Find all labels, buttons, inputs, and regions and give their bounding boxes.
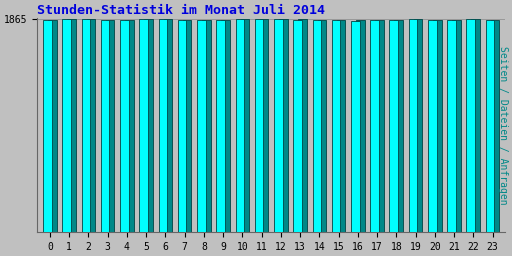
Bar: [183, 20, 191, 232]
Bar: [337, 20, 346, 232]
Bar: [472, 19, 480, 232]
Bar: [452, 20, 461, 232]
Bar: [48, 20, 57, 232]
Bar: [81, 19, 90, 232]
Bar: [414, 19, 422, 232]
Bar: [486, 20, 495, 232]
Bar: [202, 20, 211, 232]
Bar: [260, 19, 268, 232]
Bar: [106, 20, 115, 232]
Bar: [159, 19, 167, 232]
Bar: [216, 20, 225, 232]
Text: Stunden-Statistik im Monat Juli 2014: Stunden-Statistik im Monat Juli 2014: [37, 4, 326, 17]
Bar: [144, 19, 153, 232]
Bar: [375, 20, 384, 232]
Y-axis label: Seiten / Dateien / Anfragen: Seiten / Dateien / Anfragen: [498, 46, 508, 205]
Bar: [312, 20, 321, 232]
Bar: [466, 19, 475, 232]
Bar: [428, 20, 437, 232]
Bar: [139, 19, 148, 232]
Bar: [43, 20, 52, 232]
Bar: [274, 19, 283, 232]
Bar: [67, 19, 76, 232]
Bar: [62, 19, 71, 232]
Bar: [356, 20, 365, 232]
Bar: [433, 20, 442, 232]
Bar: [279, 19, 288, 232]
Bar: [351, 20, 359, 232]
Bar: [87, 19, 95, 232]
Bar: [490, 20, 499, 232]
Bar: [317, 20, 326, 232]
Bar: [390, 20, 398, 232]
Bar: [178, 20, 186, 232]
Bar: [394, 20, 403, 232]
Bar: [298, 19, 307, 232]
Bar: [409, 19, 417, 232]
Bar: [241, 19, 249, 232]
Bar: [197, 20, 206, 232]
Bar: [236, 19, 244, 232]
Bar: [447, 20, 456, 232]
Bar: [120, 20, 129, 232]
Bar: [255, 19, 264, 232]
Bar: [163, 19, 172, 232]
Bar: [101, 20, 110, 232]
Bar: [221, 20, 230, 232]
Bar: [332, 20, 340, 232]
Bar: [125, 20, 134, 232]
Bar: [370, 20, 379, 232]
Bar: [293, 20, 302, 232]
